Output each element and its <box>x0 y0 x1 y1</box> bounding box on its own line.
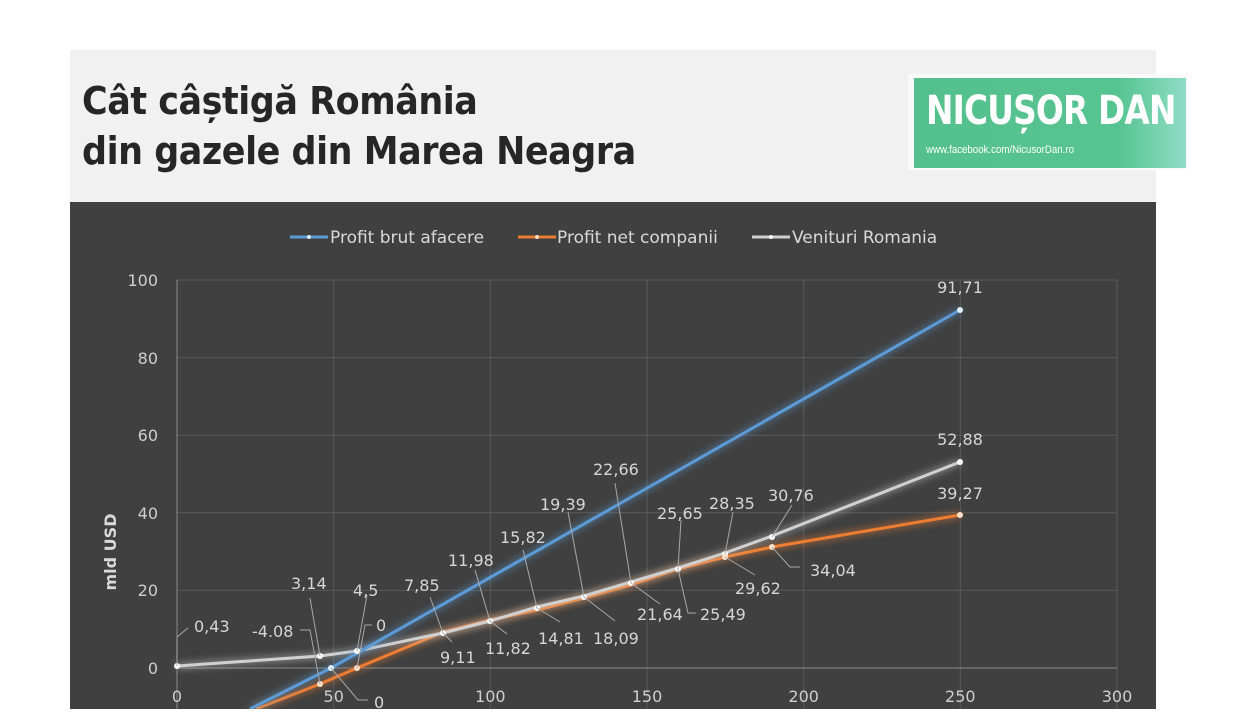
y-tick: 100 <box>127 271 158 290</box>
data-label: 3,14 <box>291 574 327 593</box>
legend-item-profit-brut: Profit brut afacere <box>290 228 484 248</box>
line-chart: Profit brut afacere Profit net companii … <box>101 228 1132 712</box>
data-label: 0 <box>374 693 384 709</box>
y-tick: 0 <box>148 659 158 678</box>
brand-badge: NICUȘOR DAN www.facebook.com/NicusorDan.… <box>908 74 1188 170</box>
infographic-panel: Cât câștigă România din gazele din Marea… <box>70 50 1188 712</box>
data-label: -4.08 <box>252 622 293 641</box>
legend-label: Venituri Romania <box>792 228 937 248</box>
data-label: 34,04 <box>810 561 856 580</box>
legend-label: Profit net companii <box>557 228 718 248</box>
header: Cât câștigă România din gazele din Marea… <box>70 50 1188 202</box>
data-label: 7,85 <box>404 576 440 595</box>
x-tick: 100 <box>475 687 506 706</box>
data-label: 30,76 <box>768 486 814 505</box>
y-tick: 80 <box>138 349 158 368</box>
x-tick: 250 <box>945 687 976 706</box>
legend-item-venituri: Venituri Romania <box>752 228 937 248</box>
y-axis-label: mld USD <box>101 514 120 591</box>
brand-box: NICUȘOR DAN www.facebook.com/NicusorDan.… <box>914 78 1186 168</box>
series-venituri-line <box>176 460 961 668</box>
data-label: 22,66 <box>593 460 639 479</box>
data-label: 11,98 <box>448 551 494 570</box>
data-label: 14,81 <box>538 629 584 648</box>
data-label: 91,71 <box>937 278 983 297</box>
chart-legend: Profit brut afacere Profit net companii … <box>290 228 937 248</box>
data-label: 15,82 <box>500 528 546 547</box>
data-label: 4,5 <box>353 581 378 600</box>
x-axis-ticks: 0 50 100 150 200 250 300 <box>172 687 1132 706</box>
legend-item-profit-net: Profit net companii <box>518 228 718 248</box>
y-axis-ticks: 0 20 40 60 80 100 <box>127 271 158 678</box>
brand-name: NICUȘOR DAN <box>926 88 1176 134</box>
data-label: 11,82 <box>485 639 531 658</box>
data-label: 18,09 <box>593 629 639 648</box>
data-label: 28,35 <box>709 494 755 513</box>
brand-url: www.facebook.com/NicusorDan.ro <box>926 144 1074 156</box>
data-label: 29,62 <box>735 579 781 598</box>
legend-marker-icon <box>769 235 773 239</box>
x-tick: 50 <box>324 687 344 706</box>
y-tick: 40 <box>138 504 158 523</box>
x-tick: 200 <box>788 687 819 706</box>
legend-label: Profit brut afacere <box>330 228 484 248</box>
series-profit-net-line <box>255 513 961 709</box>
chart-area: Profit brut afacere Profit net companii … <box>70 202 1156 712</box>
legend-marker-icon <box>535 235 539 239</box>
y-tick: 20 <box>138 581 158 600</box>
x-tick: 150 <box>632 687 663 706</box>
data-label: 9,11 <box>440 648 476 667</box>
data-label: 0,43 <box>194 617 230 636</box>
x-tick: 0 <box>172 687 182 706</box>
data-label: 19,39 <box>540 495 586 514</box>
title-line-2: din gazele din Marea Neagra <box>82 129 636 173</box>
data-label: 21,64 <box>637 605 683 624</box>
data-label: 39,27 <box>937 484 983 503</box>
x-tick: 300 <box>1102 687 1133 706</box>
gridlines <box>177 279 1118 709</box>
title-line-1: Cât câștigă România <box>82 79 478 123</box>
y-tick: 60 <box>138 426 158 445</box>
data-label: 25,49 <box>700 605 746 624</box>
legend-marker-icon <box>307 235 311 239</box>
data-label: 25,65 <box>657 504 703 523</box>
label-leader-lines <box>176 482 800 701</box>
data-label: 0 <box>376 616 386 635</box>
data-labels: 91,71 52,88 39,27 0,43 -4.08 3,14 4,5 0 … <box>194 278 983 712</box>
data-label: 52,88 <box>937 430 983 449</box>
page-title: Cât câștigă România din gazele din Marea… <box>82 76 636 176</box>
